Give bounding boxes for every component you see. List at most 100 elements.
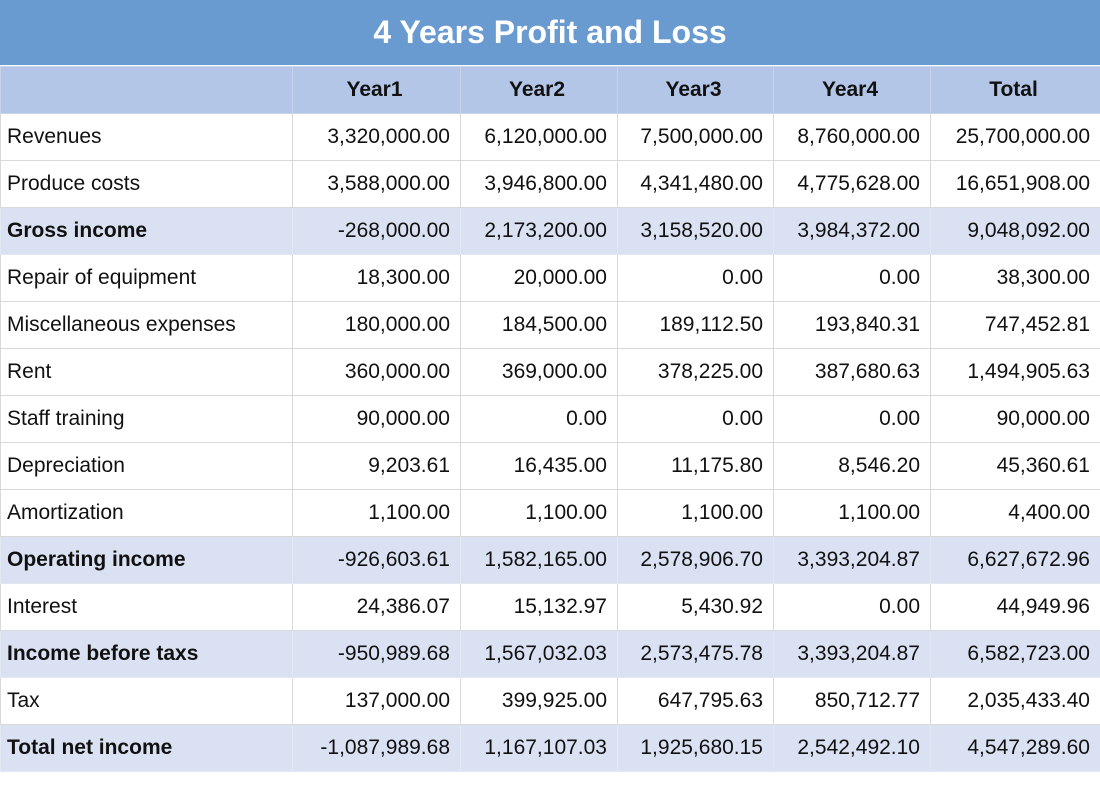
value-cell-year4[interactable]: 850,712.77 <box>773 677 931 725</box>
row-label-cell[interactable]: Amortization <box>0 489 293 537</box>
row-label-cell[interactable]: Revenues <box>0 113 293 161</box>
value-cell-year2[interactable]: 184,500.00 <box>460 301 618 349</box>
value-cell-year2[interactable]: 16,435.00 <box>460 442 618 490</box>
value-cell-total[interactable]: 4,547,289.60 <box>930 724 1100 772</box>
header-cell-year1[interactable]: Year1 <box>292 66 461 114</box>
value-cell-year1[interactable]: 90,000.00 <box>292 395 461 443</box>
value-cell-year1[interactable]: 9,203.61 <box>292 442 461 490</box>
table-row: Miscellaneous expenses 180,000.00 184,500.… <box>0 301 1100 349</box>
value-cell-year2[interactable]: 0.00 <box>460 395 618 443</box>
row-label-cell[interactable]: Operating income <box>0 536 293 584</box>
value-cell-year4[interactable]: 8,760,000.00 <box>773 113 931 161</box>
table-row: Staff training 90,000.00 0.00 0.00 0.00 90,00… <box>0 395 1100 443</box>
header-cell-total[interactable]: Total <box>930 66 1100 114</box>
value-cell-total[interactable]: 747,452.81 <box>930 301 1100 349</box>
value-cell-year3[interactable]: 1,100.00 <box>617 489 774 537</box>
value-cell-total[interactable]: 45,360.61 <box>930 442 1100 490</box>
value-cell-year1[interactable]: 18,300.00 <box>292 254 461 302</box>
header-cell-year4[interactable]: Year4 <box>773 66 931 114</box>
table-row: Operating income -926,603.61 1,582,165.00 2… <box>0 536 1100 584</box>
value-cell-year2[interactable]: 15,132.97 <box>460 583 618 631</box>
table-body: Revenues 3,320,000.00 6,120,000.00 7,500,00… <box>0 113 1100 772</box>
value-cell-year4[interactable]: 0.00 <box>773 395 931 443</box>
value-cell-year2[interactable]: 20,000.00 <box>460 254 618 302</box>
row-label-cell[interactable]: Income before taxs <box>0 630 293 678</box>
value-cell-year4[interactable]: 3,393,204.87 <box>773 630 931 678</box>
value-cell-year2[interactable]: 2,173,200.00 <box>460 207 618 255</box>
value-cell-total[interactable]: 90,000.00 <box>930 395 1100 443</box>
value-cell-year3[interactable]: 3,158,520.00 <box>617 207 774 255</box>
value-cell-year2[interactable]: 369,000.00 <box>460 348 618 396</box>
table-row: Income before taxs -950,989.68 1,567,032.0… <box>0 630 1100 678</box>
header-cell-year2[interactable]: Year2 <box>460 66 618 114</box>
value-cell-total[interactable]: 9,048,092.00 <box>930 207 1100 255</box>
value-cell-year3[interactable]: 189,112.50 <box>617 301 774 349</box>
value-cell-year1[interactable]: 180,000.00 <box>292 301 461 349</box>
value-cell-year4[interactable]: 3,984,372.00 <box>773 207 931 255</box>
row-label-cell[interactable]: Repair of equipment <box>0 254 293 302</box>
table-row: Tax 137,000.00 399,925.00 647,795.63 850,712… <box>0 677 1100 725</box>
value-cell-year3[interactable]: 0.00 <box>617 254 774 302</box>
value-cell-year4[interactable]: 3,393,204.87 <box>773 536 931 584</box>
value-cell-year3[interactable]: 4,341,480.00 <box>617 160 774 208</box>
value-cell-year4[interactable]: 4,775,628.00 <box>773 160 931 208</box>
value-cell-year1[interactable]: 24,386.07 <box>292 583 461 631</box>
value-cell-year4[interactable]: 0.00 <box>773 583 931 631</box>
value-cell-year4[interactable]: 387,680.63 <box>773 348 931 396</box>
row-label-cell[interactable]: Gross income <box>0 207 293 255</box>
value-cell-total[interactable]: 16,651,908.00 <box>930 160 1100 208</box>
value-cell-year1[interactable]: -268,000.00 <box>292 207 461 255</box>
value-cell-year3[interactable]: 0.00 <box>617 395 774 443</box>
value-cell-year4[interactable]: 0.00 <box>773 254 931 302</box>
value-cell-year3[interactable]: 5,430.92 <box>617 583 774 631</box>
header-cell-label[interactable] <box>0 66 293 114</box>
value-cell-year1[interactable]: 3,588,000.00 <box>292 160 461 208</box>
value-cell-total[interactable]: 2,035,433.40 <box>930 677 1100 725</box>
row-label-cell[interactable]: Rent <box>0 348 293 396</box>
value-cell-year4[interactable]: 8,546.20 <box>773 442 931 490</box>
value-cell-total[interactable]: 1,494,905.63 <box>930 348 1100 396</box>
value-cell-year2[interactable]: 6,120,000.00 <box>460 113 618 161</box>
row-label-cell[interactable]: Produce costs <box>0 160 293 208</box>
row-label-cell[interactable]: Interest <box>0 583 293 631</box>
value-cell-year3[interactable]: 2,573,475.78 <box>617 630 774 678</box>
value-cell-year3[interactable]: 1,925,680.15 <box>617 724 774 772</box>
value-cell-year2[interactable]: 1,167,107.03 <box>460 724 618 772</box>
header-cell-year3[interactable]: Year3 <box>617 66 774 114</box>
value-cell-total[interactable]: 4,400.00 <box>930 489 1100 537</box>
value-cell-year3[interactable]: 11,175.80 <box>617 442 774 490</box>
value-cell-year3[interactable]: 2,578,906.70 <box>617 536 774 584</box>
value-cell-year1[interactable]: 3,320,000.00 <box>292 113 461 161</box>
value-cell-year3[interactable]: 647,795.63 <box>617 677 774 725</box>
value-cell-year2[interactable]: 1,567,032.03 <box>460 630 618 678</box>
value-cell-year3[interactable]: 7,500,000.00 <box>617 113 774 161</box>
value-cell-year1[interactable]: 360,000.00 <box>292 348 461 396</box>
value-cell-total[interactable]: 44,949.96 <box>930 583 1100 631</box>
table-row: Depreciation 9,203.61 16,435.00 11,175.80 8,… <box>0 442 1100 490</box>
row-label-cell[interactable]: Depreciation <box>0 442 293 490</box>
value-cell-total[interactable]: 25,700,000.00 <box>930 113 1100 161</box>
row-label-cell[interactable]: Tax <box>0 677 293 725</box>
value-cell-total[interactable]: 6,582,723.00 <box>930 630 1100 678</box>
table-row: Revenues 3,320,000.00 6,120,000.00 7,500,00… <box>0 113 1100 161</box>
value-cell-year2[interactable]: 1,100.00 <box>460 489 618 537</box>
value-cell-year1[interactable]: 1,100.00 <box>292 489 461 537</box>
value-cell-year4[interactable]: 2,542,492.10 <box>773 724 931 772</box>
row-label-cell[interactable]: Miscellaneous expenses <box>0 301 293 349</box>
value-cell-year3[interactable]: 378,225.00 <box>617 348 774 396</box>
table-title[interactable]: 4 Years Profit and Loss <box>0 0 1100 66</box>
value-cell-year2[interactable]: 3,946,800.00 <box>460 160 618 208</box>
value-cell-year4[interactable]: 193,840.31 <box>773 301 931 349</box>
value-cell-year1[interactable]: 137,000.00 <box>292 677 461 725</box>
value-cell-year2[interactable]: 1,582,165.00 <box>460 536 618 584</box>
value-cell-year4[interactable]: 1,100.00 <box>773 489 931 537</box>
table-row: Rent 360,000.00 369,000.00 378,225.00 387,68… <box>0 348 1100 396</box>
value-cell-year1[interactable]: -950,989.68 <box>292 630 461 678</box>
value-cell-year2[interactable]: 399,925.00 <box>460 677 618 725</box>
value-cell-total[interactable]: 6,627,672.96 <box>930 536 1100 584</box>
row-label-cell[interactable]: Staff training <box>0 395 293 443</box>
value-cell-total[interactable]: 38,300.00 <box>930 254 1100 302</box>
value-cell-year1[interactable]: -1,087,989.68 <box>292 724 461 772</box>
row-label-cell[interactable]: Total net income <box>0 724 293 772</box>
value-cell-year1[interactable]: -926,603.61 <box>292 536 461 584</box>
